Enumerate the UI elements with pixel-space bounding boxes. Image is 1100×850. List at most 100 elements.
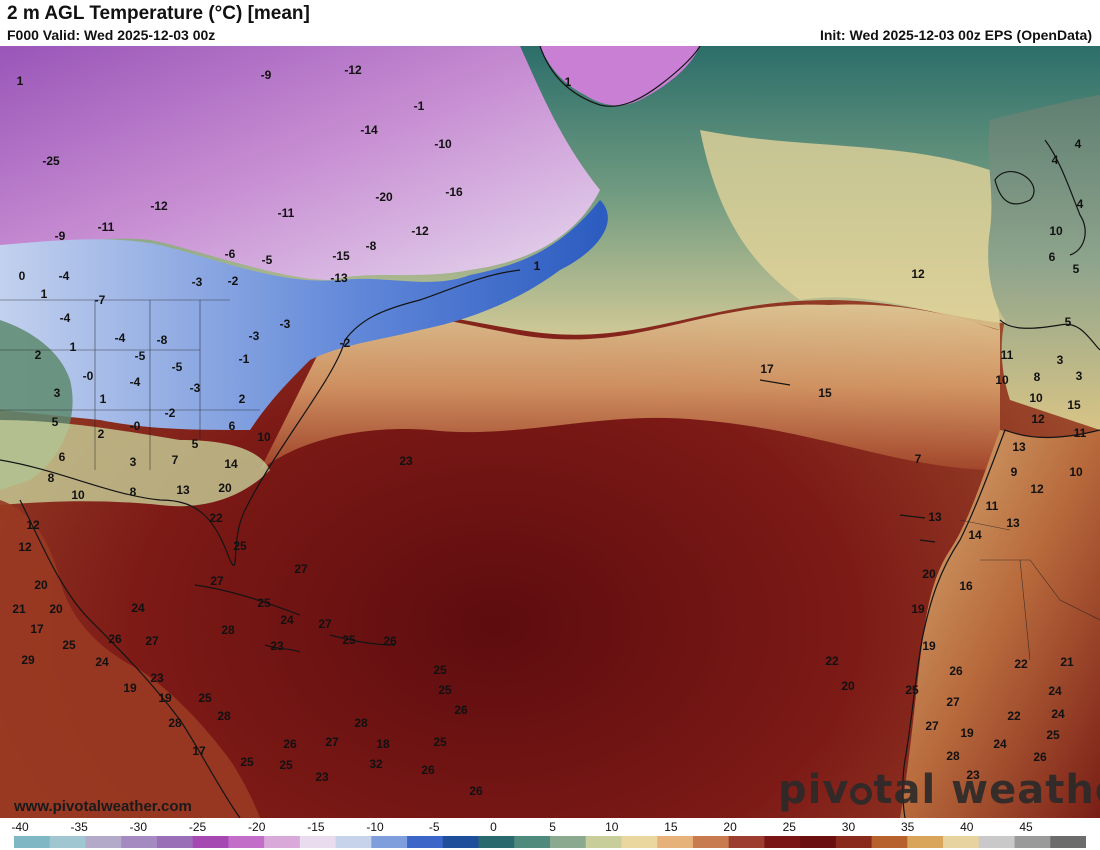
temperature-label: 2: [98, 427, 105, 441]
temperature-label: 28: [168, 716, 182, 730]
temperature-label: 27: [925, 719, 939, 733]
color-legend-swatch: [835, 836, 873, 848]
temperature-label: -1: [239, 352, 250, 366]
color-legend-swatch: [121, 836, 158, 848]
color-legend-label: 20: [723, 820, 737, 834]
temperature-label: 6: [1049, 250, 1056, 264]
temperature-label: -3: [280, 317, 291, 331]
color-legend-label: 35: [900, 820, 915, 834]
temperature-label: -12: [150, 199, 168, 213]
temperature-label: 26: [454, 703, 468, 717]
temperature-label: 23: [966, 768, 980, 782]
temperature-label: 17: [192, 744, 206, 758]
valid-time: F000 Valid: Wed 2025-12-03 00z: [7, 27, 216, 43]
temperature-label: 7: [915, 452, 922, 466]
init-time: Init: Wed 2025-12-03 00z EPS (OpenData): [819, 27, 1092, 43]
temperature-label: 25: [1046, 728, 1060, 742]
temperature-label: 27: [946, 695, 960, 709]
temperature-label: -9: [261, 68, 272, 82]
temperature-label: 28: [217, 709, 231, 723]
temperature-label: 24: [280, 613, 294, 627]
temperature-label: 11: [1074, 426, 1087, 440]
temperature-label: 26: [949, 664, 963, 678]
temperature-label: 26: [421, 763, 435, 777]
temperature-label: 2: [239, 392, 246, 406]
color-legend-swatch: [692, 836, 730, 848]
temperature-label: 21: [12, 602, 26, 616]
temperature-label: 20: [922, 567, 936, 581]
temperature-label: -0: [83, 369, 94, 383]
temperature-label: -7: [95, 293, 106, 307]
temperature-label: 20: [218, 481, 232, 495]
color-legend-label: -10: [366, 820, 384, 834]
logo-o-icon: [850, 783, 873, 805]
temperature-label: -13: [330, 271, 348, 285]
temperature-label: 6: [59, 450, 66, 464]
temperature-label: 4: [1075, 137, 1082, 151]
temperature-label: -8: [157, 333, 168, 347]
temperature-label: 22: [1007, 709, 1021, 723]
color-legend-swatch: [299, 836, 337, 848]
temperature-label: -16: [445, 185, 463, 199]
color-legend-label: 15: [664, 820, 678, 834]
temperature-label: 23: [399, 454, 413, 468]
temperature-label: 26: [383, 634, 397, 648]
color-legend-label: 40: [960, 820, 974, 834]
temperature-label: 5: [1073, 262, 1080, 276]
map-title: 2 m AGL Temperature (°C) [mean]: [7, 3, 310, 24]
temperature-label: 3: [54, 386, 61, 400]
temperature-label: -12: [411, 224, 429, 238]
temperature-label: -0: [130, 419, 141, 433]
temperature-label: 25: [240, 755, 254, 769]
temperature-map[interactable]: -12 -9 -1 -14 -10 -25 -16 -20 -12 -11 -11 -9 -12 -8 -1…: [0, 46, 1100, 818]
color-legend-label: -5: [428, 820, 440, 834]
watermark-url: www.pivotalweather.com: [14, 798, 192, 815]
color-legend-label: 0: [490, 820, 497, 834]
temperature-label: 10: [1029, 391, 1043, 405]
temperature-label: 3: [1076, 369, 1083, 383]
temperature-label: 12: [1031, 412, 1045, 426]
temperature-label: 32: [369, 757, 383, 771]
temperature-label: 13: [928, 510, 942, 524]
color-legend-swatch: [728, 836, 765, 848]
temperature-label: 3: [1057, 353, 1064, 367]
temperature-label: 5: [192, 437, 199, 451]
temperature-label: -3: [192, 275, 203, 289]
color-legend-swatch: [156, 836, 194, 848]
temperature-label: 27: [145, 634, 159, 648]
temperature-label: -14: [360, 123, 378, 137]
color-legend-swatch: [1050, 836, 1086, 848]
temperature-label: 10: [995, 373, 1009, 387]
temperature-label: 0: [19, 269, 26, 283]
temperature-label: 26: [469, 784, 483, 798]
color-legend-swatch: [657, 836, 694, 848]
temperature-label: -5: [135, 349, 146, 363]
logo-text-left: piv: [778, 767, 850, 813]
temperature-label: 12: [911, 267, 925, 281]
temperature-label: 25: [257, 596, 271, 610]
temperature-label: 2: [35, 348, 42, 362]
color-legend-swatch: [514, 836, 551, 848]
temperature-label: 8: [1034, 370, 1041, 384]
temperature-label: -11: [278, 206, 295, 220]
color-legend-strip: [14, 836, 1086, 848]
temperature-label: 19: [158, 691, 172, 705]
temperature-label: 28: [354, 716, 368, 730]
color-legend-label: -20: [248, 820, 266, 834]
temperature-label: 3: [130, 455, 137, 469]
temperature-label: 4: [1052, 153, 1059, 167]
temperature-label: 28: [946, 749, 960, 763]
temperature-label: 25: [438, 683, 452, 697]
temperature-label: 10: [1069, 465, 1083, 479]
temperature-label: -4: [59, 269, 70, 283]
temperature-label: 20: [841, 679, 855, 693]
logo-text-right: tal weather: [873, 767, 1100, 813]
temperature-label: 14: [968, 528, 982, 542]
temperature-label: -1: [414, 99, 425, 113]
temperature-label: -5: [172, 360, 183, 374]
map-header: 2 m AGL Temperature (°C) [mean] F000 Val…: [0, 0, 1100, 46]
temperature-label: 20: [49, 602, 63, 616]
temperature-label: 25: [198, 691, 212, 705]
temperature-label: -9: [55, 229, 66, 243]
temperature-label: 9: [1011, 465, 1018, 479]
